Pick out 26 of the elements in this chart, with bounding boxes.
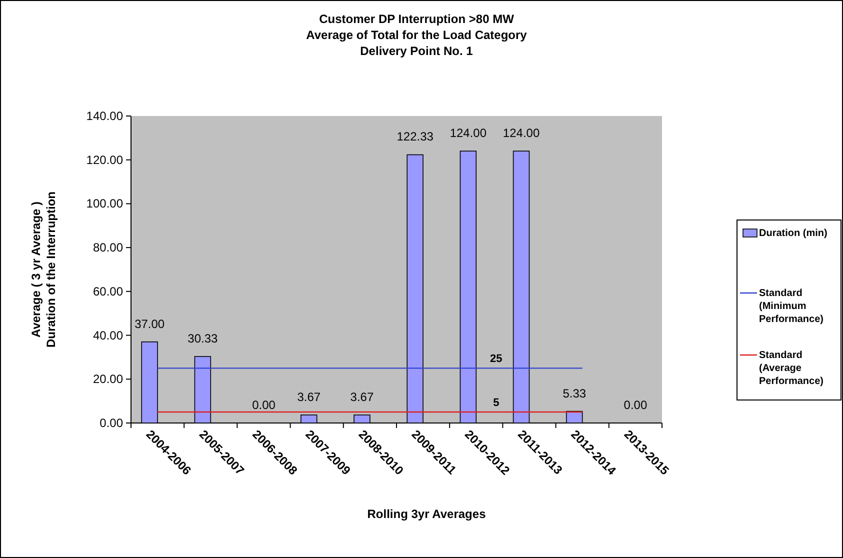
- x-axis-title: Rolling 3yr Averages: [367, 507, 486, 521]
- data-label: 5: [493, 397, 500, 410]
- data-label: 3.67: [350, 390, 374, 404]
- legend-label: Duration (min): [759, 228, 828, 239]
- y-tick-label: 120.00: [86, 152, 124, 167]
- data-label: 25: [490, 353, 502, 366]
- y-axis-title: Average ( 3 yr Average ) Duration of the Interruption: [29, 192, 58, 348]
- y-tick-label: 100.00: [86, 196, 124, 211]
- chart-title: Customer DP Interruption >80 MW Average of Total for the Load Category Delivery Point No. 1: [306, 12, 528, 58]
- y-tick-label: 140.00: [86, 109, 124, 123]
- data-label: 0.00: [252, 398, 276, 412]
- data-label: 122.33: [396, 130, 434, 144]
- data-label: 124.00: [450, 126, 487, 140]
- data-label: 3.67: [297, 390, 321, 404]
- data-label: 5.33: [562, 386, 586, 400]
- data-label: 0.00: [624, 398, 648, 412]
- y-tick-label: 0.00: [100, 416, 124, 430]
- y-tick-label: 20.00: [92, 372, 124, 386]
- data-label: 30.33: [188, 331, 218, 346]
- data-label: 37.00: [134, 316, 165, 331]
- data-label: 124.00: [502, 126, 540, 140]
- y-tick-label: 40.00: [92, 328, 124, 342]
- y-tick-label: 60.00: [92, 284, 124, 298]
- legend-label: Standard (Average Performance): [759, 350, 824, 387]
- y-tick-label: 80.00: [92, 240, 124, 255]
- legend-label: Standard (Minimum Performance): [759, 288, 824, 325]
